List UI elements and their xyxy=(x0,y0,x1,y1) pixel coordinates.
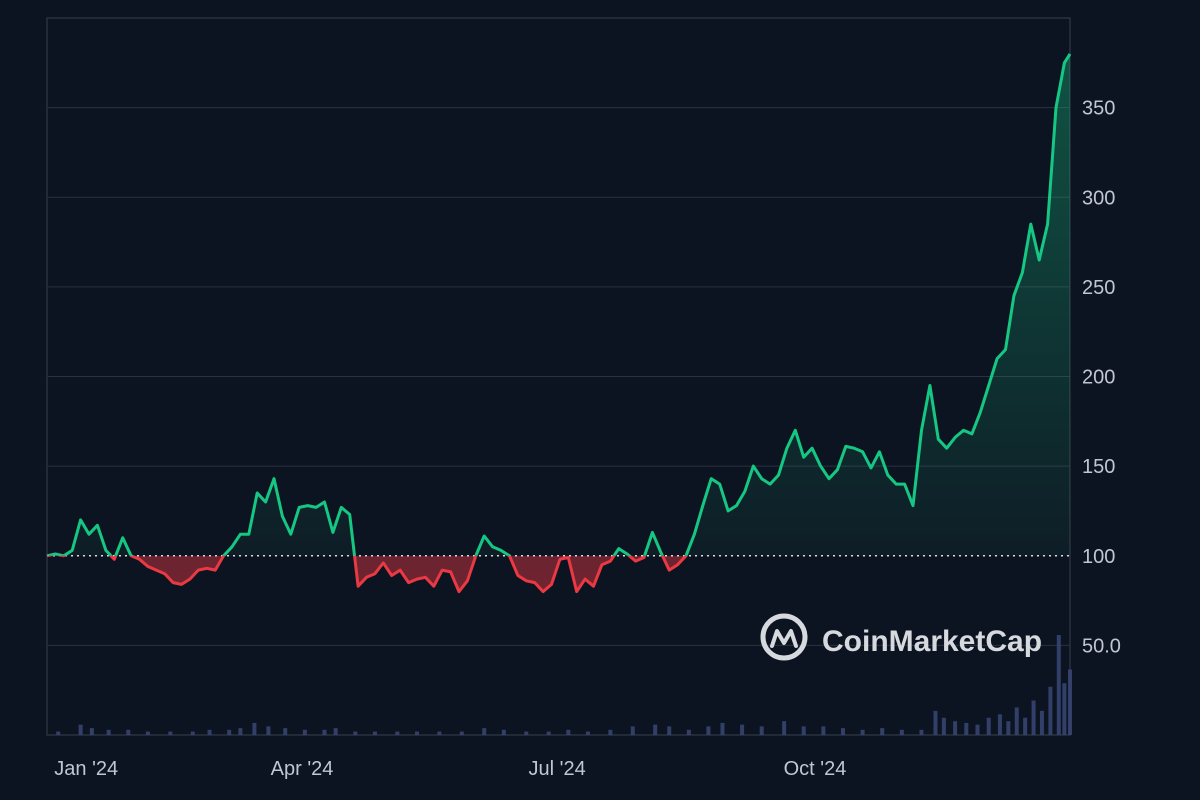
volume-bar xyxy=(414,731,419,735)
y-tick-label: 200 xyxy=(1082,367,1115,389)
price-lines xyxy=(46,53,1072,594)
y-tick-label: 350 xyxy=(1082,98,1115,120)
volume-bar xyxy=(740,724,745,735)
volume-bar xyxy=(546,731,551,735)
volume-bar xyxy=(372,731,377,735)
volume-bar xyxy=(953,721,958,735)
volume-bar xyxy=(759,726,764,735)
volume-bar xyxy=(720,722,725,735)
volume-bar xyxy=(252,722,257,735)
volume-bars xyxy=(56,635,1072,735)
volume-bar xyxy=(933,710,938,735)
volume-bar xyxy=(585,731,590,735)
volume-bar xyxy=(168,731,173,735)
volume-bar xyxy=(986,717,991,735)
volume-bar xyxy=(860,729,865,735)
area-above-baseline xyxy=(47,53,1070,556)
volume-bar xyxy=(964,722,969,735)
volume-bar xyxy=(653,724,658,735)
volume-bar xyxy=(1014,707,1019,735)
volume-bar xyxy=(1023,717,1028,735)
volume-bar xyxy=(1048,686,1053,735)
volume-bar xyxy=(524,731,529,735)
volume-bar xyxy=(227,729,232,735)
watermark-text: CoinMarketCap xyxy=(822,625,1042,658)
volume-bar xyxy=(667,726,672,735)
volume-bar xyxy=(266,726,271,735)
volume-bar xyxy=(56,731,61,735)
volume-bar xyxy=(437,731,442,735)
volume-bar xyxy=(283,728,288,735)
volume-bar xyxy=(145,731,150,735)
volume-bar xyxy=(840,728,845,735)
volume-bar xyxy=(1062,683,1067,735)
volume-bar xyxy=(501,729,506,735)
x-tick-label: Oct '24 xyxy=(784,758,847,780)
volume-bar xyxy=(941,717,946,735)
volume-bar xyxy=(89,728,94,735)
volume-bar xyxy=(566,729,571,735)
axis-labels: 50.0 100 150 200 250 300 350 Jan '24 Apr '24 Jul … xyxy=(54,98,1121,780)
volume-bar xyxy=(482,728,487,735)
volume-bar xyxy=(126,729,131,735)
volume-bar xyxy=(190,731,195,735)
volume-bar xyxy=(1006,721,1011,735)
volume-bar xyxy=(1068,669,1072,735)
y-tick-label: 300 xyxy=(1082,187,1115,209)
volume-bar xyxy=(322,729,327,735)
volume-bar xyxy=(1056,635,1061,735)
volume-bar xyxy=(78,724,83,735)
x-tick-label: Jan '24 xyxy=(54,758,118,780)
volume-bar xyxy=(353,731,358,735)
volume-bar xyxy=(997,714,1002,735)
coinmarketcap-logo-icon xyxy=(760,613,808,661)
volume-bar xyxy=(238,728,243,735)
volume-bar xyxy=(395,731,400,735)
volume-bar xyxy=(801,726,806,735)
price-line-up xyxy=(46,53,1072,556)
volume-bar xyxy=(880,728,885,735)
watermark: CoinMarketCap xyxy=(760,613,1042,661)
volume-bar xyxy=(706,726,711,735)
volume-bar xyxy=(1039,710,1044,735)
volume-bar xyxy=(821,726,826,735)
volume-bar xyxy=(975,724,980,735)
volume-bar xyxy=(207,729,212,735)
x-tick-label: Jul '24 xyxy=(529,758,586,780)
volume-bar xyxy=(459,731,464,735)
x-tick-label: Apr '24 xyxy=(271,758,334,780)
volume-bar xyxy=(608,729,613,735)
volume-bar xyxy=(302,729,307,735)
area-fills xyxy=(47,53,1070,592)
volume-bar xyxy=(630,726,635,735)
volume-bar xyxy=(106,729,111,735)
volume-bar xyxy=(919,729,924,735)
y-tick-label: 150 xyxy=(1082,456,1115,478)
volume-bar xyxy=(686,729,691,735)
price-line-down xyxy=(46,555,688,594)
volume-bar xyxy=(782,721,787,735)
volume-bar xyxy=(1031,700,1036,735)
y-tick-label: 50.0 xyxy=(1082,635,1121,657)
y-tick-label: 250 xyxy=(1082,277,1115,299)
volume-bar xyxy=(899,729,904,735)
volume-bar xyxy=(333,728,338,735)
y-tick-label: 100 xyxy=(1082,546,1115,568)
